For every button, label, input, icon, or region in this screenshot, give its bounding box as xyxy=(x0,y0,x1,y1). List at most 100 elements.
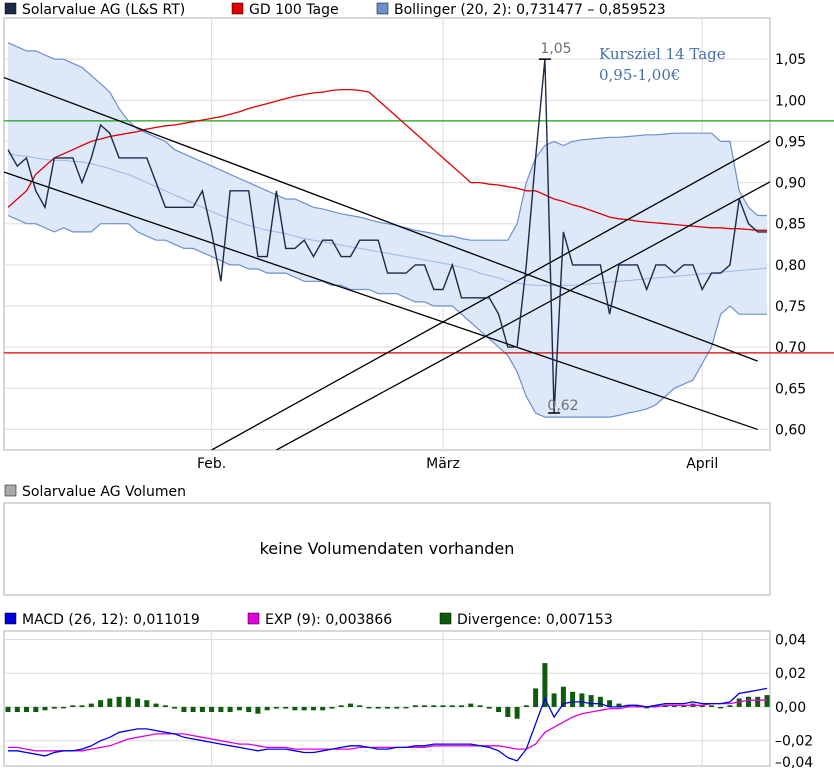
price-x-tick-label: Feb. xyxy=(197,456,226,472)
macd-divergence-bars xyxy=(5,663,770,719)
divergence-bar xyxy=(477,705,483,707)
divergence-bar xyxy=(385,706,390,709)
high-label: 1,05 xyxy=(540,41,571,57)
divergence-bar xyxy=(496,706,502,712)
macd-y-tick-label: 0,02 xyxy=(775,666,806,682)
macd-y-tick-label: 0,00 xyxy=(775,700,806,716)
low-label: 0,62 xyxy=(547,398,578,414)
divergence-bar xyxy=(727,705,733,707)
divergence-bar xyxy=(597,696,603,707)
divergence-bar xyxy=(51,706,57,709)
bollinger-band-fill xyxy=(8,42,767,418)
volume-plot-frame xyxy=(3,502,771,596)
exp-line xyxy=(8,699,767,752)
divergence-bar xyxy=(653,705,659,707)
legend-label-divergence: Divergence: 0,007153 xyxy=(457,612,613,628)
divergence-bar xyxy=(459,705,464,707)
divergence-bar xyxy=(61,706,66,709)
divergence-bar xyxy=(218,706,224,712)
trendline xyxy=(4,171,758,431)
bollinger-middle-line xyxy=(7,153,768,286)
divergence-bar xyxy=(699,705,705,707)
divergence-bar xyxy=(98,700,104,707)
macd-y-tick-label: 0,04 xyxy=(775,632,806,648)
divergence-bar xyxy=(338,705,344,707)
legend-label-exp: EXP (9): 0,003866 xyxy=(265,612,392,628)
divergence-bar xyxy=(199,706,205,712)
divergence-bar xyxy=(375,706,381,709)
legend-label-macd: MACD (26, 12): 0,011019 xyxy=(22,612,200,628)
legend-swatch-divergence xyxy=(439,612,452,625)
price-y-tick-label: 0,85 xyxy=(775,217,806,233)
divergence-bar xyxy=(755,696,761,707)
legend-swatch-price xyxy=(4,2,17,15)
legend-label-volume: Solarvalue AG Volumen xyxy=(22,484,186,500)
bollinger-lower-line xyxy=(7,214,767,418)
divergence-bar xyxy=(329,706,335,709)
volume-panel: Solarvalue AG Volumen keine Volumendaten… xyxy=(3,484,771,596)
divergence-bar xyxy=(764,695,770,707)
legend-swatch-bollinger xyxy=(376,2,389,15)
legend-label-price: Solarvalue AG (L&S RT) xyxy=(22,2,185,18)
divergence-bar xyxy=(301,706,307,711)
divergence-bar xyxy=(709,705,714,707)
divergence-bar xyxy=(42,706,48,711)
divergence-bar xyxy=(14,706,20,712)
divergence-bar xyxy=(153,703,159,707)
divergence-bar xyxy=(736,698,742,707)
divergence-bar xyxy=(264,706,270,711)
divergence-bar xyxy=(116,696,122,707)
divergence-bar xyxy=(292,706,298,711)
legend-swatch-volume xyxy=(4,484,17,497)
divergence-bar xyxy=(255,706,261,714)
macd-y-tick-label: –0,04 xyxy=(775,755,813,768)
divergence-bar xyxy=(311,706,316,711)
legend-swatch-gd100 xyxy=(231,2,244,15)
divergence-bar xyxy=(607,700,613,707)
divergence-bar xyxy=(449,705,455,707)
price-y-tick-label: 0,75 xyxy=(775,299,806,315)
price-y-tick-label: 0,60 xyxy=(775,422,806,438)
price-y-tick-label: 0,90 xyxy=(775,176,806,192)
divergence-bar xyxy=(236,706,242,711)
price-y-tick-label: 1,00 xyxy=(775,93,806,109)
divergence-bar xyxy=(634,705,640,707)
divergence-bar xyxy=(79,705,85,707)
trendline xyxy=(211,140,770,450)
divergence-bar xyxy=(283,706,289,709)
price-x-axis: Feb. März April xyxy=(197,456,718,472)
divergence-bar xyxy=(440,705,446,707)
divergence-bar xyxy=(579,693,585,707)
divergence-bar xyxy=(162,705,168,707)
divergence-bar xyxy=(320,706,326,711)
divergence-bar xyxy=(190,706,196,712)
divergence-bar xyxy=(88,703,94,707)
divergence-bar xyxy=(125,696,131,707)
divergence-bar xyxy=(403,706,409,709)
divergence-bar xyxy=(616,703,622,707)
legend-swatch-macd xyxy=(4,612,17,625)
divergence-bar xyxy=(588,695,594,707)
legend-label-bollinger: Bollinger (20, 2): 0,731477 – 0,859523 xyxy=(394,2,666,18)
divergence-bar xyxy=(5,706,11,712)
price-line xyxy=(7,59,767,414)
divergence-bar xyxy=(551,693,557,707)
divergence-bar xyxy=(348,703,353,707)
divergence-bar xyxy=(746,696,751,707)
trendlines xyxy=(4,76,770,450)
price-y-tick-label: 0,65 xyxy=(775,381,806,397)
divergence-bar xyxy=(144,700,150,707)
legend-label-gd100: GD 100 Tage xyxy=(249,2,339,18)
divergence-bar xyxy=(246,706,252,712)
divergence-bar xyxy=(227,706,233,712)
divergence-bar xyxy=(533,688,539,707)
divergence-bar xyxy=(209,706,215,712)
divergence-bar xyxy=(33,706,39,712)
price-y-tick-label: 0,70 xyxy=(775,340,806,356)
macd-plot-frame xyxy=(3,630,771,767)
divergence-bar xyxy=(431,705,437,707)
macd-panel: 0,04 0,02 0,00 –0,02 –0,04 xyxy=(3,630,813,771)
trendline xyxy=(4,76,758,362)
